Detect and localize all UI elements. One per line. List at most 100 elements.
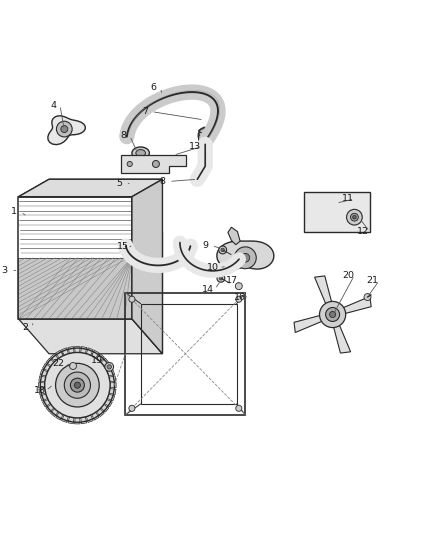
Polygon shape bbox=[97, 409, 104, 417]
Polygon shape bbox=[18, 319, 162, 354]
Polygon shape bbox=[92, 350, 99, 358]
Text: 12: 12 bbox=[357, 227, 369, 236]
Polygon shape bbox=[42, 364, 50, 371]
Circle shape bbox=[127, 161, 132, 167]
Ellipse shape bbox=[132, 147, 149, 159]
Circle shape bbox=[350, 213, 358, 221]
Text: 3: 3 bbox=[1, 266, 7, 276]
Polygon shape bbox=[48, 116, 85, 144]
Circle shape bbox=[45, 352, 110, 418]
Ellipse shape bbox=[311, 200, 341, 224]
Polygon shape bbox=[75, 346, 80, 352]
Circle shape bbox=[329, 311, 336, 318]
Circle shape bbox=[129, 405, 135, 411]
Text: 4: 4 bbox=[50, 101, 57, 110]
Circle shape bbox=[107, 365, 111, 369]
Text: 8: 8 bbox=[159, 177, 166, 186]
Circle shape bbox=[57, 121, 72, 137]
Circle shape bbox=[105, 362, 113, 371]
Text: 17: 17 bbox=[226, 276, 238, 285]
Polygon shape bbox=[42, 400, 50, 407]
Circle shape bbox=[224, 261, 232, 269]
Circle shape bbox=[152, 160, 159, 167]
Polygon shape bbox=[294, 314, 326, 333]
Text: 5: 5 bbox=[116, 179, 122, 188]
Polygon shape bbox=[92, 413, 99, 420]
Text: 20: 20 bbox=[342, 271, 354, 280]
Circle shape bbox=[226, 263, 230, 267]
Text: 2: 2 bbox=[22, 323, 28, 332]
Circle shape bbox=[71, 378, 85, 392]
Polygon shape bbox=[18, 179, 162, 197]
Ellipse shape bbox=[199, 128, 212, 133]
Circle shape bbox=[61, 126, 68, 133]
Polygon shape bbox=[46, 358, 54, 366]
Polygon shape bbox=[50, 354, 58, 361]
Ellipse shape bbox=[185, 242, 196, 250]
Circle shape bbox=[319, 301, 346, 328]
Ellipse shape bbox=[199, 135, 212, 139]
Circle shape bbox=[221, 248, 224, 252]
Polygon shape bbox=[86, 348, 93, 356]
Text: 18: 18 bbox=[33, 386, 46, 395]
Text: 8: 8 bbox=[120, 131, 126, 140]
Polygon shape bbox=[314, 276, 332, 308]
Polygon shape bbox=[40, 394, 47, 401]
Ellipse shape bbox=[136, 150, 145, 157]
Text: 9: 9 bbox=[202, 241, 208, 250]
Polygon shape bbox=[56, 350, 63, 358]
Polygon shape bbox=[107, 369, 115, 376]
Circle shape bbox=[56, 364, 99, 407]
Ellipse shape bbox=[199, 138, 212, 142]
Polygon shape bbox=[339, 296, 371, 314]
Text: 21: 21 bbox=[367, 276, 379, 285]
Text: 15: 15 bbox=[117, 243, 129, 252]
Ellipse shape bbox=[120, 242, 131, 250]
Polygon shape bbox=[56, 413, 63, 420]
Polygon shape bbox=[101, 405, 109, 412]
Polygon shape bbox=[39, 376, 46, 382]
Polygon shape bbox=[62, 348, 68, 356]
Circle shape bbox=[236, 296, 242, 302]
Circle shape bbox=[74, 382, 81, 388]
Polygon shape bbox=[228, 227, 240, 245]
Ellipse shape bbox=[199, 132, 212, 136]
Polygon shape bbox=[40, 369, 47, 376]
Polygon shape bbox=[18, 179, 162, 197]
Circle shape bbox=[346, 209, 362, 225]
Circle shape bbox=[129, 296, 135, 302]
Polygon shape bbox=[110, 383, 116, 388]
Polygon shape bbox=[105, 400, 112, 407]
Circle shape bbox=[64, 372, 91, 398]
Polygon shape bbox=[81, 346, 87, 353]
Circle shape bbox=[234, 247, 256, 269]
Circle shape bbox=[219, 246, 226, 254]
Polygon shape bbox=[107, 394, 115, 401]
Polygon shape bbox=[132, 179, 162, 354]
Circle shape bbox=[364, 294, 371, 301]
Polygon shape bbox=[97, 354, 104, 361]
Circle shape bbox=[217, 274, 225, 282]
Polygon shape bbox=[39, 389, 46, 394]
Circle shape bbox=[236, 405, 242, 411]
Polygon shape bbox=[109, 376, 116, 382]
Circle shape bbox=[241, 253, 250, 262]
Polygon shape bbox=[46, 405, 54, 412]
Circle shape bbox=[219, 277, 223, 280]
Polygon shape bbox=[109, 389, 116, 394]
Text: 16: 16 bbox=[234, 293, 246, 302]
Polygon shape bbox=[50, 409, 58, 417]
Circle shape bbox=[353, 215, 356, 219]
Polygon shape bbox=[75, 418, 80, 424]
Text: 19: 19 bbox=[91, 356, 103, 365]
Circle shape bbox=[325, 308, 339, 321]
Polygon shape bbox=[101, 358, 109, 366]
Text: 7: 7 bbox=[142, 107, 148, 116]
Text: 22: 22 bbox=[53, 359, 65, 368]
Polygon shape bbox=[68, 417, 74, 424]
Polygon shape bbox=[62, 415, 68, 423]
Polygon shape bbox=[105, 364, 112, 371]
Circle shape bbox=[235, 282, 242, 289]
Polygon shape bbox=[304, 192, 370, 232]
Polygon shape bbox=[86, 415, 93, 423]
